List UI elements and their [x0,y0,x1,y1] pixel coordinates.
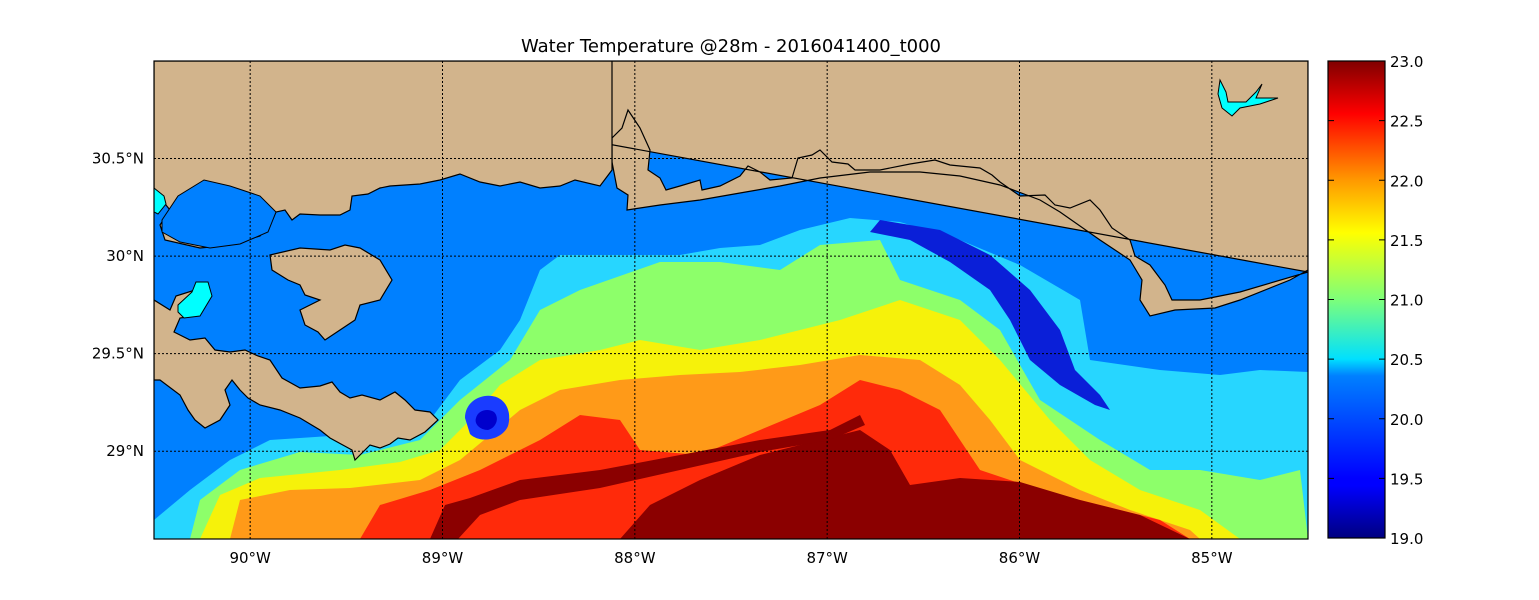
map-title: Water Temperature @28m - 2016041400_t000 [521,36,941,57]
lake-maurepas [154,187,167,215]
colorbar-tick-label: 22.0 [1390,172,1423,190]
colorbar-tick-label: 20.0 [1390,411,1423,429]
x-tick-labels: 90°W 89°W 88°W 87°W 86°W 85°W [229,549,1232,567]
colorbar-tick-label: 21.0 [1390,292,1423,310]
y-tick-label: 30.5°N [92,150,144,168]
colorbar-tick-label: 20.5 [1390,351,1423,369]
lake-salvador [177,281,213,319]
x-tick-label: 89°W [422,549,464,567]
y-tick-label: 30°N [106,247,144,265]
barataria-coast [269,244,393,341]
mississippi-delta [154,289,439,462]
temperature-band-peak [620,430,1190,539]
map-plot-area [154,61,1308,539]
colorbar-tick-label: 19.0 [1390,530,1423,548]
y-tick-label: 29°N [106,442,144,460]
x-tick-label: 87°W [806,549,848,567]
colorbar-tick-label: 23.0 [1390,53,1423,71]
cool-filament [870,220,1110,410]
lake-seminole [1217,78,1279,117]
land-mass [154,61,1308,317]
plot-frame [153,60,1309,540]
y-tick-labels: 30.5°N 30°N 29.5°N 29°N [92,150,144,461]
colorbar-tick-label: 21.5 [1390,232,1423,250]
x-tick-label: 88°W [614,549,656,567]
x-tick-label: 90°W [229,549,271,567]
colorbar-tick-label: 22.5 [1390,113,1423,131]
cold-eddy-core [475,410,497,430]
colorbar: 19.0 19.5 20.0 20.5 21.0 21.5 22.0 22.5 23.0 [1327,53,1423,548]
x-tick-label: 86°W [999,549,1041,567]
colorbar-gradient [1327,60,1386,539]
lake-pontchartrain [161,179,277,249]
colorbar-tick-label: 19.5 [1390,470,1423,488]
x-tick-label: 85°W [1191,549,1233,567]
warm-filament [430,415,865,539]
grid-lines [154,61,1308,539]
colorbar-tick-labels: 19.0 19.5 20.0 20.5 21.0 21.5 22.0 22.5 23.0 [1328,53,1423,548]
y-tick-label: 29.5°N [92,345,144,363]
